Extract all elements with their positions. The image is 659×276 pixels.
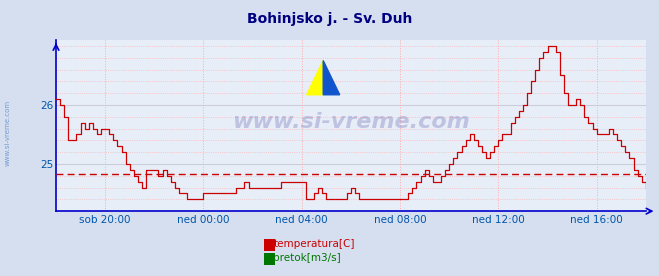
Polygon shape <box>323 60 339 95</box>
Text: pretok[m3/s]: pretok[m3/s] <box>273 253 341 263</box>
Text: Bohinjsko j. - Sv. Duh: Bohinjsko j. - Sv. Duh <box>247 12 412 26</box>
Polygon shape <box>306 60 323 95</box>
Text: www.si-vreme.com: www.si-vreme.com <box>5 99 11 166</box>
Text: temperatura[C]: temperatura[C] <box>273 239 355 249</box>
Text: www.si-vreme.com: www.si-vreme.com <box>232 112 470 132</box>
